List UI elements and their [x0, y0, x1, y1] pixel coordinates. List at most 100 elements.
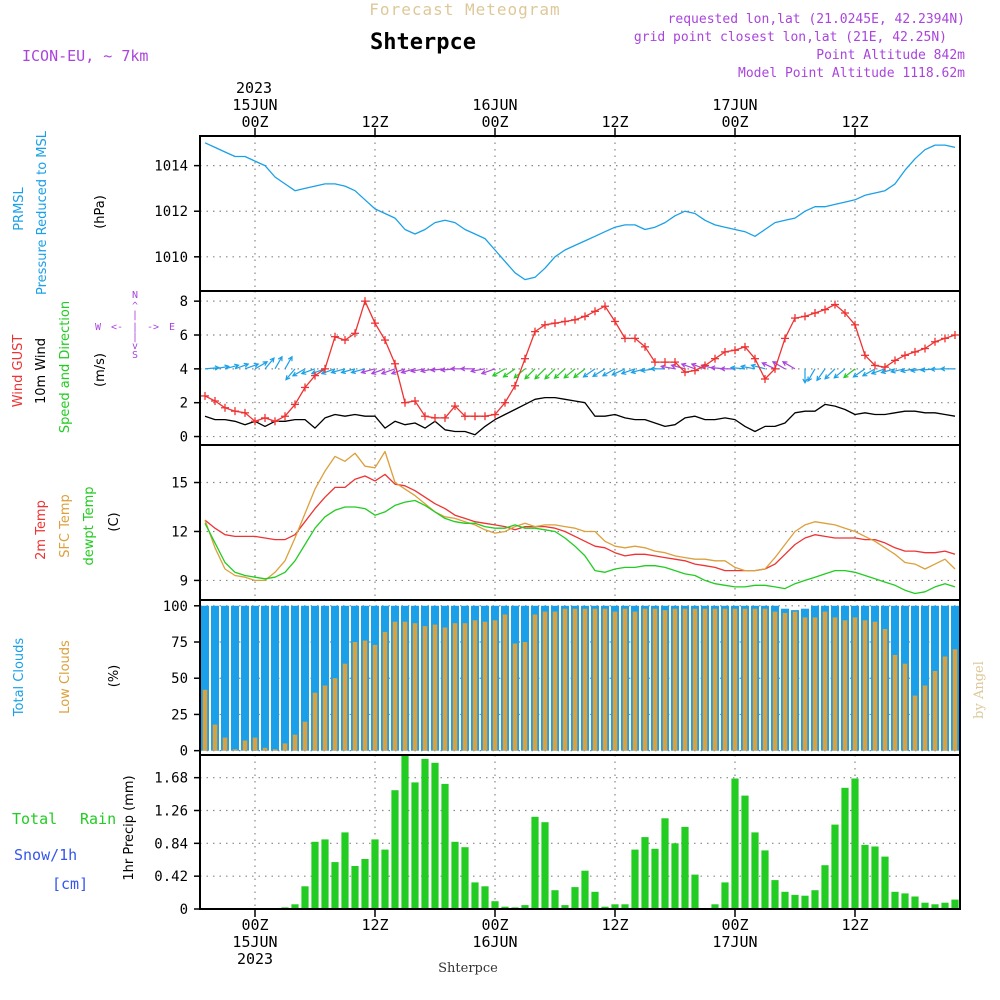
wind-direction-vector — [390, 368, 406, 375]
wind-vector-head — [802, 378, 808, 385]
wind-unit-label: (m/s) — [93, 353, 108, 387]
low-cloud-bar — [402, 621, 408, 751]
wind-gust-marker — [661, 358, 669, 367]
wind-vector-head — [491, 371, 498, 377]
wind-direction-vector — [350, 368, 366, 375]
wind-vector-head — [449, 366, 456, 372]
wind-direction-vector — [459, 366, 476, 372]
wind-vector-head — [870, 369, 877, 375]
wind-vector-shaft — [371, 368, 386, 375]
low-cloud-bar — [342, 663, 348, 751]
low-cloud-bar — [732, 608, 738, 751]
low-cloud-bar — [372, 644, 378, 751]
wind-gust-marker — [471, 412, 479, 421]
wind-gust-marker — [581, 312, 589, 321]
wind-vector-head — [761, 362, 767, 367]
wind-vector-shaft — [524, 368, 536, 380]
rain-bar — [431, 762, 439, 909]
y-tick-label: 0 — [180, 902, 188, 918]
low-cloud-bar — [692, 608, 698, 751]
low-cloud-bar — [822, 611, 828, 751]
rain-bar — [851, 778, 859, 909]
wind-direction-vector — [469, 368, 486, 374]
panel-border — [199, 444, 961, 601]
compass-e: E — [169, 322, 175, 333]
wind-gust-marker — [331, 332, 339, 341]
wind-vector-head — [285, 375, 291, 381]
rain-bar — [801, 895, 809, 909]
wind-direction-vector — [330, 368, 346, 375]
wind-gust-marker — [841, 309, 849, 317]
point-altitude: Point Altitude 842m — [816, 48, 965, 63]
y-tick-label: 100 — [163, 599, 188, 615]
rain-bar — [371, 839, 379, 909]
low-cloud-bar — [502, 614, 508, 751]
wind-vector-head — [909, 367, 916, 373]
wind-direction-vector — [852, 368, 866, 378]
wind-vector-shaft — [285, 368, 296, 380]
wind-vector-shaft — [301, 368, 316, 375]
wind-gust-marker — [521, 354, 529, 363]
model-label: ICON-EU, ~ 7km — [22, 47, 148, 65]
low-cloud-bar — [942, 656, 948, 751]
wind-vector-shaft — [341, 368, 356, 374]
temp-unit-label: (C) — [107, 512, 122, 531]
y-tick-label: 0 — [180, 744, 188, 760]
compass-down-arrow: v — [132, 341, 138, 352]
wind-gust-marker — [851, 320, 859, 329]
wind-vector-head — [880, 368, 886, 375]
wind-vector-shaft — [612, 368, 626, 376]
low-cloud-bar — [312, 692, 318, 751]
rain-bar — [841, 787, 849, 909]
wind-vector-head — [524, 374, 530, 380]
rain-bar — [551, 890, 559, 909]
wind-vector-head — [781, 361, 788, 367]
total-cloud-bar — [271, 605, 279, 751]
rain-bar — [651, 848, 659, 909]
wind-gust-marker — [351, 329, 359, 338]
wind-vector-head — [409, 368, 416, 374]
low-cloud-bar — [682, 608, 688, 751]
wind-vector-head — [390, 369, 397, 375]
low-cloud-bar — [302, 721, 308, 751]
wind-vector-head — [919, 367, 926, 373]
wind-direction-vector — [380, 368, 396, 375]
wind-gust-marker — [771, 364, 779, 373]
wind-vector-shaft — [204, 367, 219, 370]
wind-gust-marker — [511, 381, 519, 390]
wind-vector-head — [611, 370, 617, 376]
top-year-label: 2023 — [236, 79, 272, 97]
wind-10m-line — [204, 396, 956, 436]
y-tick-label: 1.26 — [154, 804, 188, 820]
wind-gust-marker — [871, 361, 879, 370]
rain-bar — [921, 902, 929, 909]
compass-bar-bottom: | — [132, 332, 138, 343]
wind-direction-vector — [802, 368, 808, 385]
rain-bar — [451, 841, 459, 909]
wind-gust-label: Wind GUST — [11, 335, 26, 408]
y-tick-label: 6 — [180, 328, 188, 344]
wind-vector-head — [459, 366, 466, 372]
wind-gust-marker — [691, 366, 699, 375]
low-cloud-bar — [362, 640, 368, 751]
low-cloud-bar — [882, 629, 888, 751]
wind-vector-head — [709, 365, 716, 371]
temp-dewpt-label: dewpt Temp — [82, 486, 97, 565]
wind-vector-head — [370, 369, 377, 375]
wind-vector-head — [513, 373, 519, 379]
wind-vector-shaft — [351, 368, 366, 374]
wind-gust-marker — [921, 344, 929, 353]
low-cloud-bar — [912, 695, 918, 751]
wind-vector-head — [287, 355, 293, 362]
y-tick-label: 0.84 — [154, 836, 188, 852]
precip-unit-label: 1hr Precip (mm) — [122, 775, 137, 880]
wind-direction-vector — [340, 368, 356, 375]
wind-vector-head — [592, 372, 598, 377]
wind-gust-marker — [901, 351, 909, 360]
wind-gust-marker — [881, 363, 889, 372]
wind-vector-shaft — [391, 368, 406, 375]
wind-vector-head — [729, 365, 736, 371]
wind-direction-vector — [592, 368, 606, 377]
wind-gust-marker — [411, 397, 419, 405]
credit-watermark: by Angel — [972, 661, 987, 719]
